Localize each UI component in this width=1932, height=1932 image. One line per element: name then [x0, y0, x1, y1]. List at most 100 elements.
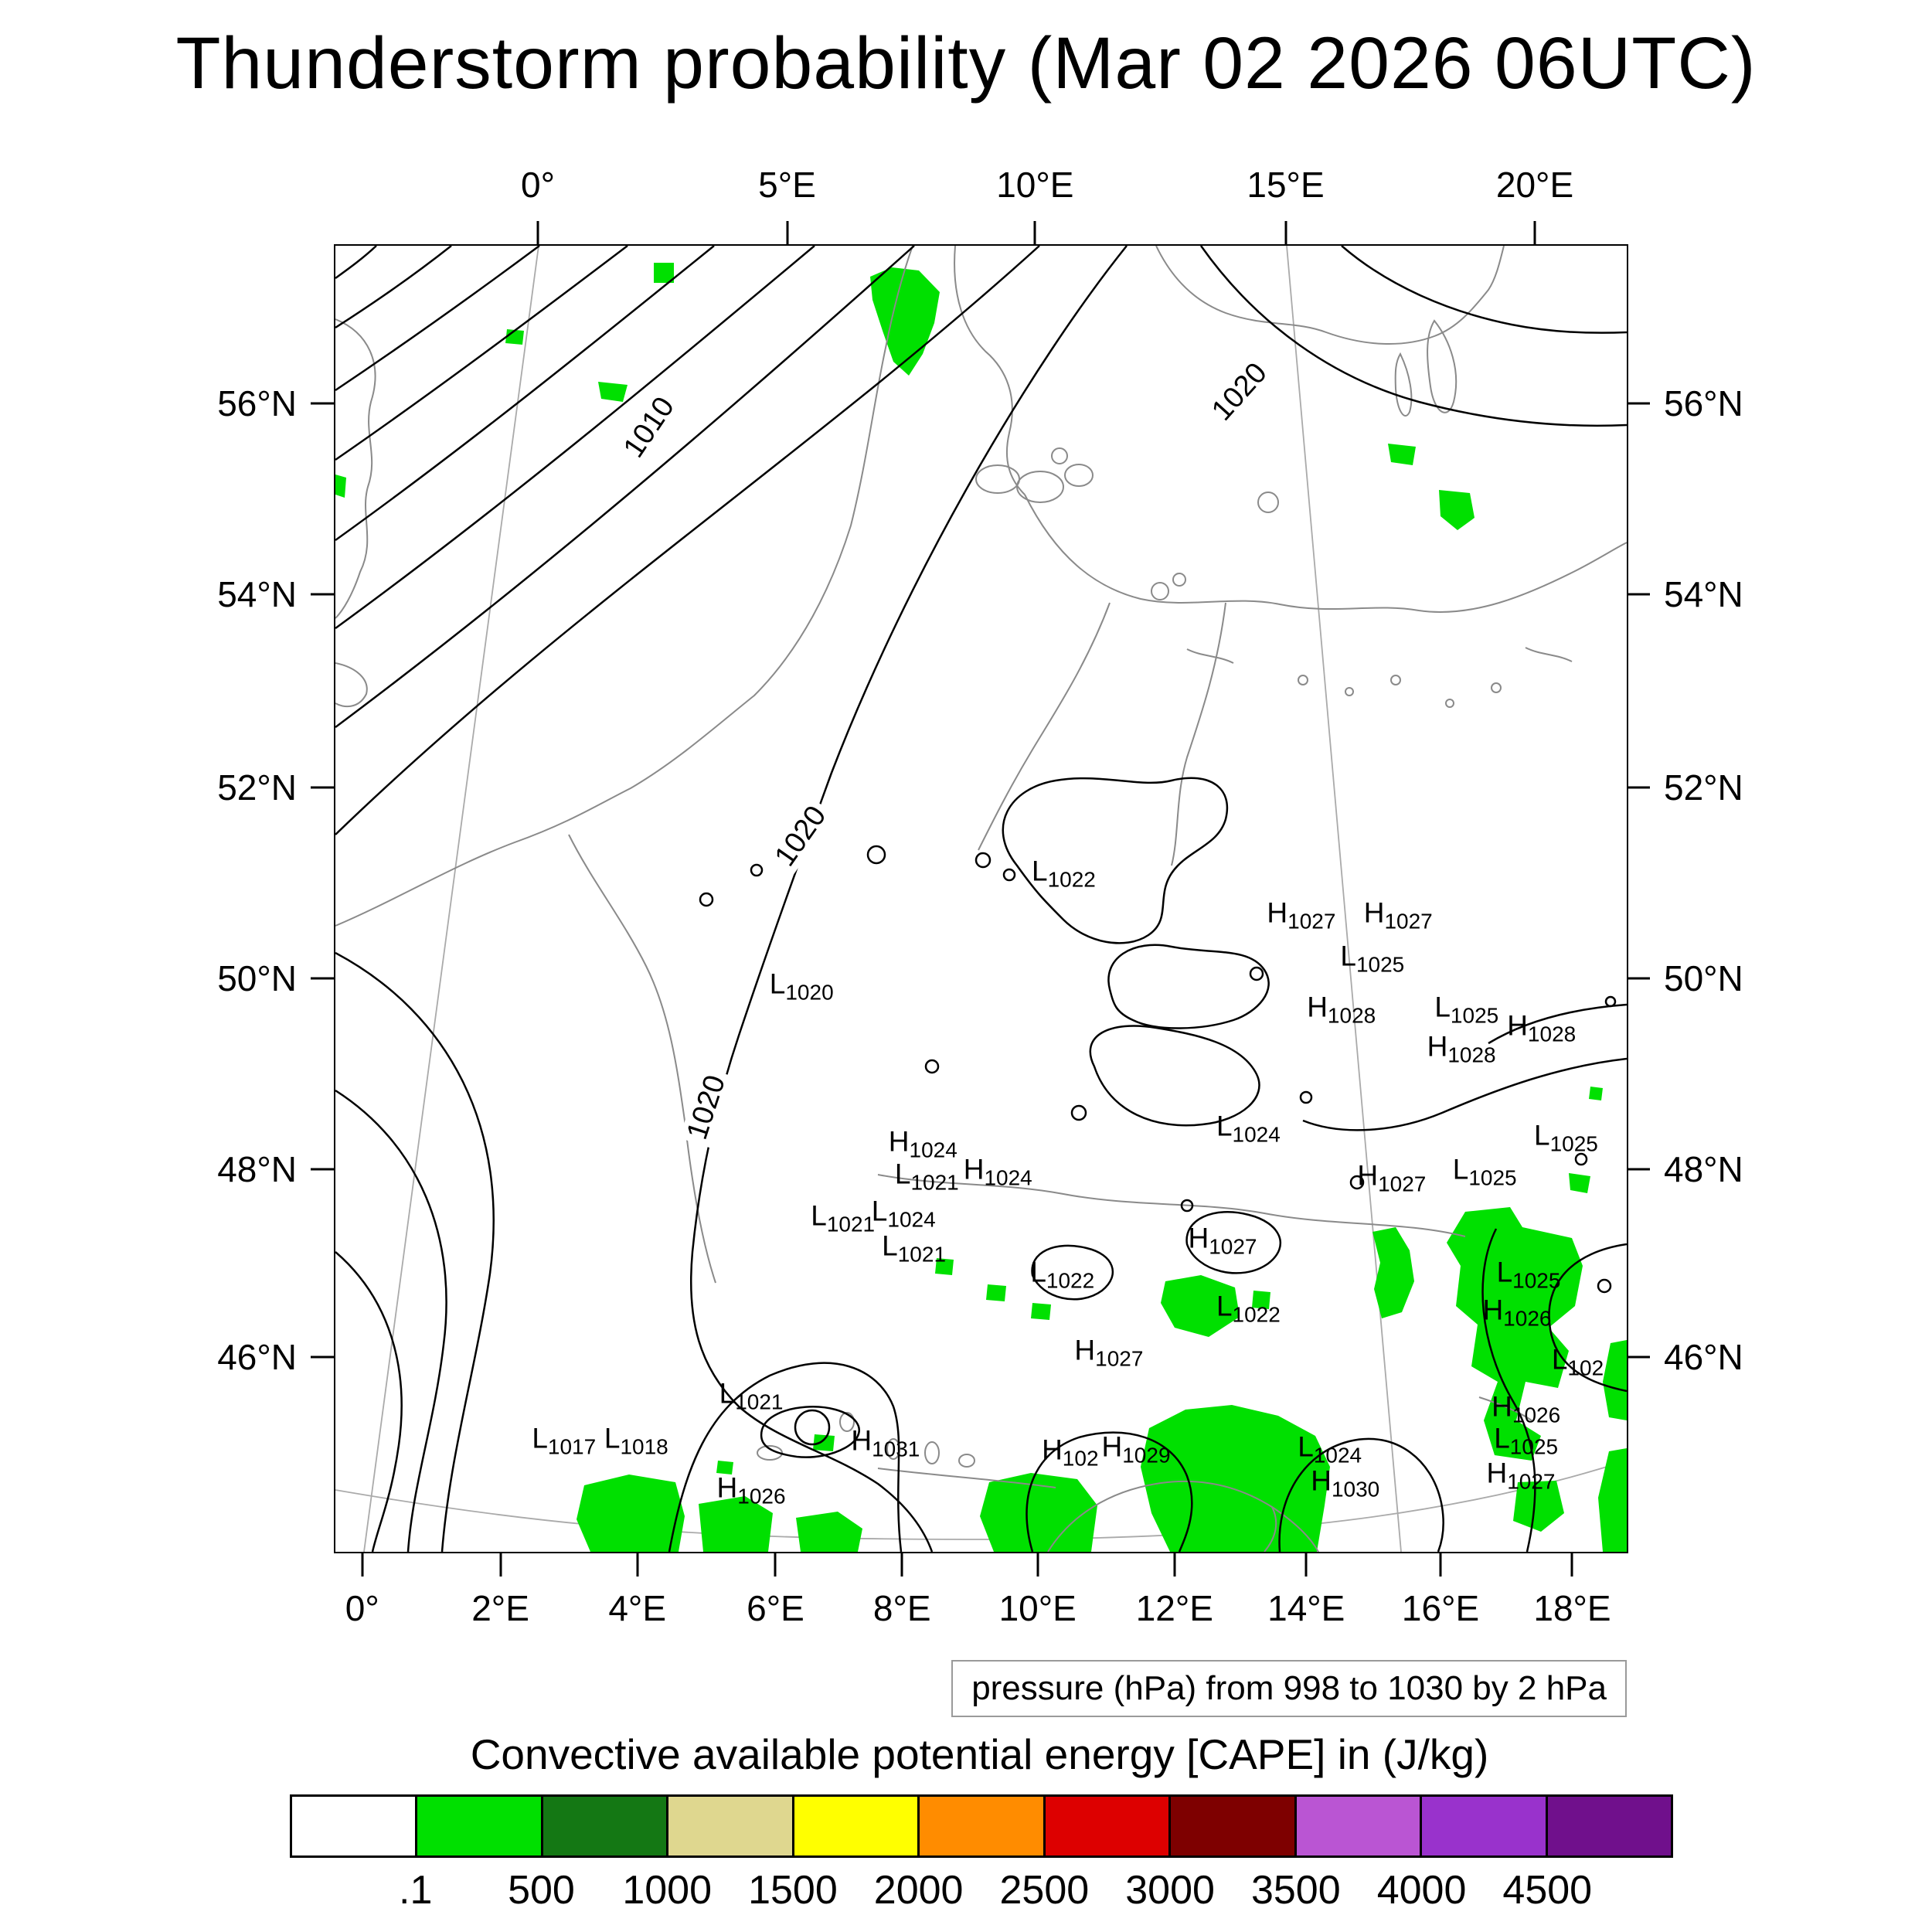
right-axis-label: 52°N [1664, 767, 1743, 808]
bottom-axis-label: 6°E [747, 1588, 804, 1628]
bottom-axis-label: 18°E [1533, 1588, 1611, 1628]
colorbar-cell [791, 1794, 920, 1858]
isobars [335, 246, 1627, 1552]
cape-patch [699, 1496, 773, 1552]
colorbar-tick-label: 3500 [1250, 1868, 1341, 1913]
pressure-marker: H1028 [1427, 1030, 1496, 1067]
pressure-marker: H1030 [1311, 1465, 1380, 1502]
right-axis-tick [1627, 786, 1650, 789]
cape-patch [1161, 1275, 1240, 1337]
axis-right: 56°N 54°N 52°N 50°N 48°N 46°N [1627, 244, 1852, 1550]
cape-patch [870, 267, 940, 376]
axis-bottom: 0° 2°E 4°E 6°E 8°E 10°E 12°E 14°E 16°E 18°E [334, 1553, 1625, 1646]
bottom-axis-label: 16°E [1401, 1588, 1480, 1628]
pressure-marker: L1022 [1216, 1290, 1281, 1327]
pressure-marker: H1026 [716, 1471, 786, 1509]
colorbar-cell [917, 1794, 1046, 1858]
pressure-marker: L1017 [532, 1422, 597, 1459]
colorbar-cell [1545, 1794, 1673, 1858]
right-axis-tick [1627, 1168, 1650, 1171]
pressure-marker: L1021 [719, 1377, 784, 1414]
axis-left: 56°N 54°N 52°N 50°N 48°N 46°N [108, 244, 334, 1550]
left-axis-tick [311, 977, 334, 980]
colorbar-cell [1420, 1794, 1548, 1858]
cape-patch [935, 1258, 954, 1275]
cape-patch [1513, 1481, 1564, 1532]
bottom-axis-tick [1304, 1553, 1308, 1577]
left-axis-tick [311, 1168, 334, 1171]
bottom-axis-label: 8°E [872, 1588, 931, 1628]
cape-patch [1372, 1227, 1414, 1318]
colorbar-tick-label: 3000 [1125, 1868, 1215, 1913]
right-axis-label: 46°N [1664, 1336, 1743, 1377]
colorbar-cell [1294, 1794, 1423, 1858]
left-axis-label: 56°N [217, 383, 297, 424]
cape-colorbar-labels: .1 500 1000 1500 2000 2500 3000 3500 4000 4500 [290, 1867, 1673, 1921]
colorbar-tick-label: .1 [399, 1868, 433, 1913]
left-axis-label: 50°N [217, 957, 297, 998]
cape-patch [1388, 444, 1416, 465]
colorbar-cell [290, 1794, 418, 1858]
cape-patch [1252, 1291, 1270, 1309]
left-axis-label: 54°N [217, 573, 297, 614]
colorbar-tick-label: 4000 [1376, 1868, 1467, 1913]
bottom-axis-tick [774, 1553, 777, 1577]
colorbar-tick-label: 500 [508, 1868, 575, 1913]
cape-patch [654, 263, 674, 283]
bottom-axis-tick [1036, 1553, 1039, 1577]
colorbar-cell [1168, 1794, 1297, 1858]
bottom-axis-label: 4°E [608, 1588, 667, 1628]
pressure-marker: L1021 [882, 1230, 947, 1267]
top-axis-label: 20°E [1495, 165, 1574, 205]
pressure-marker: L1022 [1030, 1256, 1095, 1293]
top-axis-label: 10°E [996, 165, 1074, 205]
pressure-marker: H1027 [1486, 1457, 1556, 1494]
cape-patch [796, 1512, 862, 1552]
right-axis-label: 54°N [1664, 573, 1743, 614]
right-axis-label: 48°N [1664, 1148, 1743, 1189]
bottom-axis-label: 14°E [1267, 1588, 1345, 1628]
left-axis-label: 52°N [217, 767, 297, 808]
cape-colorbar [290, 1794, 1673, 1858]
bottom-axis-label: 10°E [998, 1588, 1077, 1628]
right-axis-tick [1627, 593, 1650, 596]
colorbar-cell [415, 1794, 543, 1858]
cape-patch [1447, 1207, 1583, 1461]
pressure-marker: L1024 [1216, 1110, 1281, 1147]
cape-patch [1031, 1303, 1051, 1320]
pressure-marker: H1028 [1307, 991, 1376, 1028]
pressure-marker: L1024 [871, 1195, 936, 1232]
page-title: Thunderstorm probability (Mar 02 2026 06… [175, 22, 1757, 104]
colorbar-tick-label: 1500 [748, 1868, 838, 1913]
pressure-marker: L1025 [1340, 940, 1405, 977]
pressure-marker: H1026 [1482, 1294, 1552, 1331]
bottom-axis-label: 0° [345, 1588, 379, 1628]
colorbar-tick-label: 4500 [1502, 1868, 1593, 1913]
pressure-marker: L1024 [1298, 1431, 1362, 1468]
pressure-marker: L1018 [604, 1422, 668, 1459]
right-axis-label: 50°N [1664, 957, 1743, 998]
pressure-marker: L1025 [1494, 1422, 1559, 1459]
cape-shading [335, 263, 1627, 1552]
cape-patch [716, 1461, 733, 1475]
cape-patch [813, 1434, 835, 1451]
colorbar-cell [666, 1794, 794, 1858]
cape-legend-title: Convective available potential energy [C… [470, 1730, 1489, 1778]
top-axis-tick [1284, 221, 1287, 244]
pressure-marker: L1020 [769, 968, 834, 1005]
top-axis-label: 15°E [1247, 165, 1325, 205]
pressure-marker: L1021 [811, 1200, 876, 1237]
cape-patch [986, 1284, 1006, 1301]
cape-patch [1598, 1448, 1627, 1552]
colorbar-cell [540, 1794, 669, 1858]
pressure-marker: H1027 [1267, 896, 1336, 934]
cape-patch [980, 1473, 1097, 1552]
right-axis-tick [1627, 1355, 1650, 1359]
pressure-marker: L1025 [1452, 1153, 1517, 1190]
colorbar-tick-label: 2500 [999, 1868, 1090, 1913]
left-axis-tick [311, 786, 334, 789]
cape-patch [335, 474, 346, 498]
pressure-marker: H1027 [1363, 896, 1433, 934]
bottom-axis-tick [361, 1553, 364, 1577]
